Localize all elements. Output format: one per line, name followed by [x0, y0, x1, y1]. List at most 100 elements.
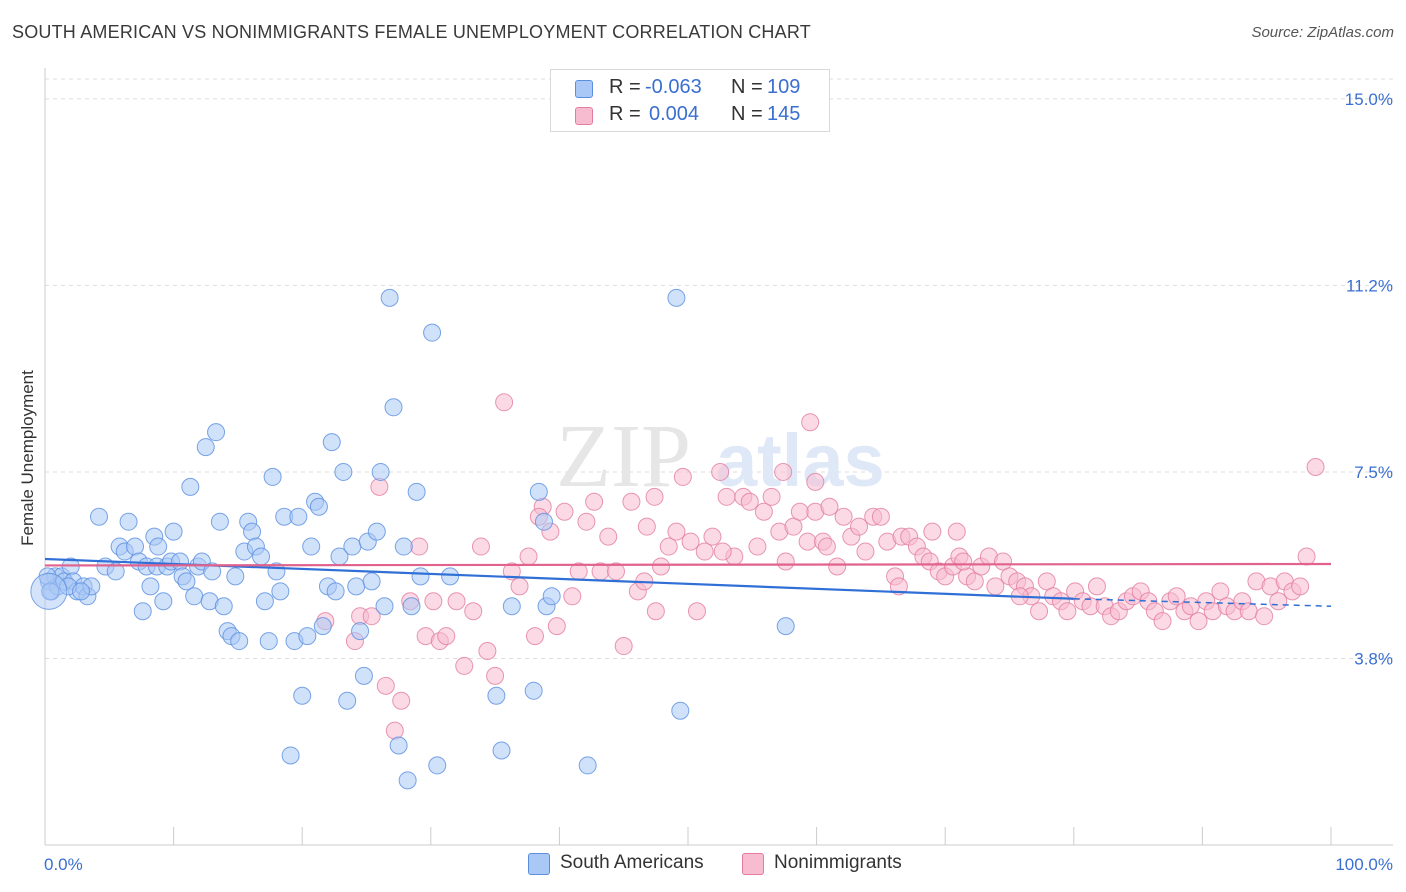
south-americans-point	[133, 602, 152, 621]
south-americans-point	[347, 577, 366, 596]
nonimmigrants-point	[502, 562, 521, 581]
south-americans-point	[578, 756, 597, 775]
nonimmigrants-point	[370, 477, 389, 496]
bottom-legend-swatch-pink	[742, 853, 764, 875]
south-americans-point	[90, 507, 109, 526]
legend-swatch-pink	[575, 107, 593, 125]
legend-r-value: -0.063	[645, 76, 702, 98]
nonimmigrants-point	[486, 666, 505, 685]
south-americans-point	[210, 512, 229, 531]
chart-title: SOUTH AMERICAN VS NONIMMIGRANTS FEMALE U…	[12, 22, 811, 42]
south-americans-point	[371, 462, 390, 481]
south-americans-point	[302, 537, 321, 556]
nonimmigrants-point	[820, 497, 839, 516]
nonimmigrants-point	[385, 721, 404, 740]
nonimmigrants-point	[392, 691, 411, 710]
nonimmigrants-point	[806, 472, 825, 491]
nonimmigrants-point	[362, 607, 381, 626]
south-americans-point	[293, 686, 312, 705]
nonimmigrants-point	[606, 562, 625, 581]
nonimmigrants-point	[1037, 572, 1056, 591]
south-americans-point	[30, 572, 68, 610]
nonimmigrants-point	[954, 552, 973, 571]
nonimmigrants-point	[856, 542, 875, 561]
x-tick-label: 100.0%	[1335, 855, 1393, 874]
nonimmigrants-point	[1153, 612, 1172, 631]
south-americans-point	[398, 771, 417, 790]
nonimmigrants-point	[495, 393, 514, 412]
south-americans-point	[171, 552, 190, 571]
nonimmigrants-point	[464, 602, 483, 621]
nonimmigrants-point	[994, 552, 1013, 571]
nonimmigrants-point	[688, 602, 707, 621]
nonimmigrants-point	[424, 592, 443, 611]
nonimmigrants-point	[817, 537, 836, 556]
nonimmigrants-point	[711, 462, 730, 481]
south-americans-point	[380, 288, 399, 307]
nonimmigrants-point	[740, 492, 759, 511]
south-americans-point	[428, 756, 447, 775]
south-americans-point	[322, 433, 341, 452]
nonimmigrants-point	[1211, 582, 1230, 601]
nonimmigrants-point	[790, 502, 809, 521]
south-americans-point	[119, 512, 138, 531]
source-label: Source: ZipAtlas.com	[1251, 24, 1394, 41]
y-tick-label: 7.5%	[1354, 463, 1393, 482]
south-americans-point	[164, 522, 183, 541]
south-americans-point	[177, 572, 196, 591]
south-americans-point	[402, 597, 421, 616]
south-americans-point	[203, 562, 222, 581]
axes	[44, 68, 1393, 846]
legend-r-value: 0.004	[649, 103, 700, 125]
nonimmigrants-point	[1189, 612, 1208, 631]
nonimmigrants-point	[748, 537, 767, 556]
legend-n-value: 145	[767, 103, 801, 125]
nonimmigrants-point	[798, 532, 817, 551]
nonimmigrants-point	[1087, 577, 1106, 596]
bottom-legend-label: Nonimmigrants	[774, 852, 902, 873]
south-americans-point	[354, 666, 373, 685]
tick-labels: 15.0% 11.2% 7.5% 3.8% 0.0% 100.0%	[44, 90, 1393, 874]
nonimmigrants-point	[646, 602, 665, 621]
nonimmigrants-point	[834, 507, 853, 526]
south-americans-point	[226, 567, 245, 586]
south-americans-point	[384, 398, 403, 417]
nonimmigrants-point	[437, 627, 456, 646]
south-americans-point	[72, 582, 91, 601]
south-americans-point	[207, 423, 226, 442]
nonimmigrants-point	[695, 542, 714, 561]
nonimmigrants-trend-line	[44, 562, 1332, 567]
nonimmigrants-point	[1269, 592, 1288, 611]
nonimmigrants-point	[478, 642, 497, 661]
south-americans-point	[375, 597, 394, 616]
south-americans-point	[214, 597, 233, 616]
trend-lines	[44, 557, 1332, 607]
nonimmigrants-point	[659, 537, 678, 556]
nonimmigrants-point	[681, 532, 700, 551]
legend-row-south-americans: R = -0.063 N = 109	[551, 75, 829, 101]
south-americans-point	[263, 467, 282, 486]
nonimmigrants-point	[828, 557, 847, 576]
south-americans-point	[351, 622, 370, 641]
south-americans-point	[534, 512, 553, 531]
south-americans-point	[126, 537, 145, 556]
nonimmigrants-point	[889, 577, 908, 596]
south-americans-point	[313, 617, 332, 636]
south-americans-point	[106, 562, 125, 581]
nonimmigrants-point	[577, 512, 596, 531]
nonimmigrants-point	[947, 522, 966, 541]
south-americans-point	[343, 537, 362, 556]
legend-swatch-blue	[575, 80, 593, 98]
legend-n-key: N =	[731, 76, 763, 98]
x-tick-label: 0.0%	[44, 855, 83, 874]
south-americans-trend-extension	[1073, 598, 1332, 607]
south-americans-points	[30, 288, 795, 790]
nonimmigrants-point	[585, 492, 604, 511]
south-americans-point	[411, 567, 430, 586]
south-americans-point	[542, 587, 561, 606]
stats-legend: R = -0.063 N = 109 R = 0.004 N = 145	[550, 69, 830, 132]
nonimmigrants-point	[637, 517, 656, 536]
bottom-legend-label: South Americans	[560, 852, 704, 873]
nonimmigrants-point	[555, 502, 574, 521]
